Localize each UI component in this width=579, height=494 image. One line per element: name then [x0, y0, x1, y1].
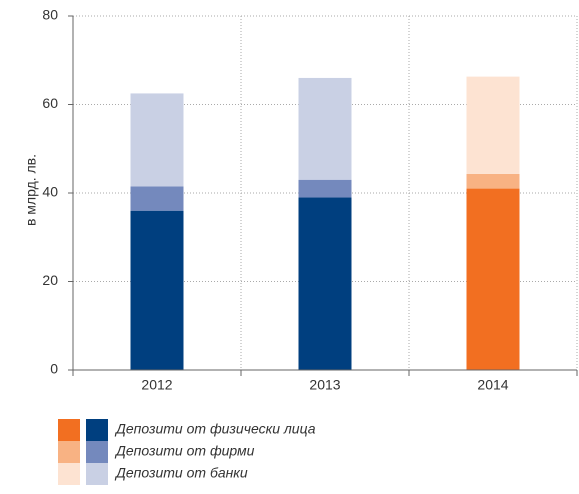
legend-label: Депозити от банки	[114, 465, 248, 481]
bar-segment	[298, 179, 352, 198]
legend-label: Депозити от физически лица	[114, 421, 316, 437]
x-tick-label: 2012	[141, 377, 172, 393]
y-axis-label: в млрд. лв.	[23, 154, 39, 226]
legend-swatch	[58, 441, 80, 463]
y-tick-label: 0	[50, 361, 58, 377]
legend-swatch	[86, 463, 108, 485]
x-tick-label: 2013	[309, 377, 340, 393]
bar-segment	[130, 210, 184, 370]
legend-swatch	[58, 463, 80, 485]
y-tick-label: 20	[42, 272, 58, 288]
y-tick-label: 80	[42, 7, 58, 23]
legend-swatch	[58, 419, 80, 441]
legend-swatch	[86, 441, 108, 463]
legend-label: Депозити от фирми	[114, 443, 255, 459]
x-tick-label: 2014	[477, 377, 508, 393]
bar-segment	[298, 77, 352, 180]
bar-segment	[466, 76, 520, 174]
bar-segment	[130, 93, 184, 187]
bar-segment	[298, 197, 352, 370]
bar-segment	[130, 186, 184, 211]
bar-segment	[466, 173, 520, 189]
y-tick-label: 40	[42, 184, 58, 200]
bar-segment	[466, 188, 520, 370]
legend-swatch	[86, 419, 108, 441]
y-tick-label: 60	[42, 95, 58, 111]
